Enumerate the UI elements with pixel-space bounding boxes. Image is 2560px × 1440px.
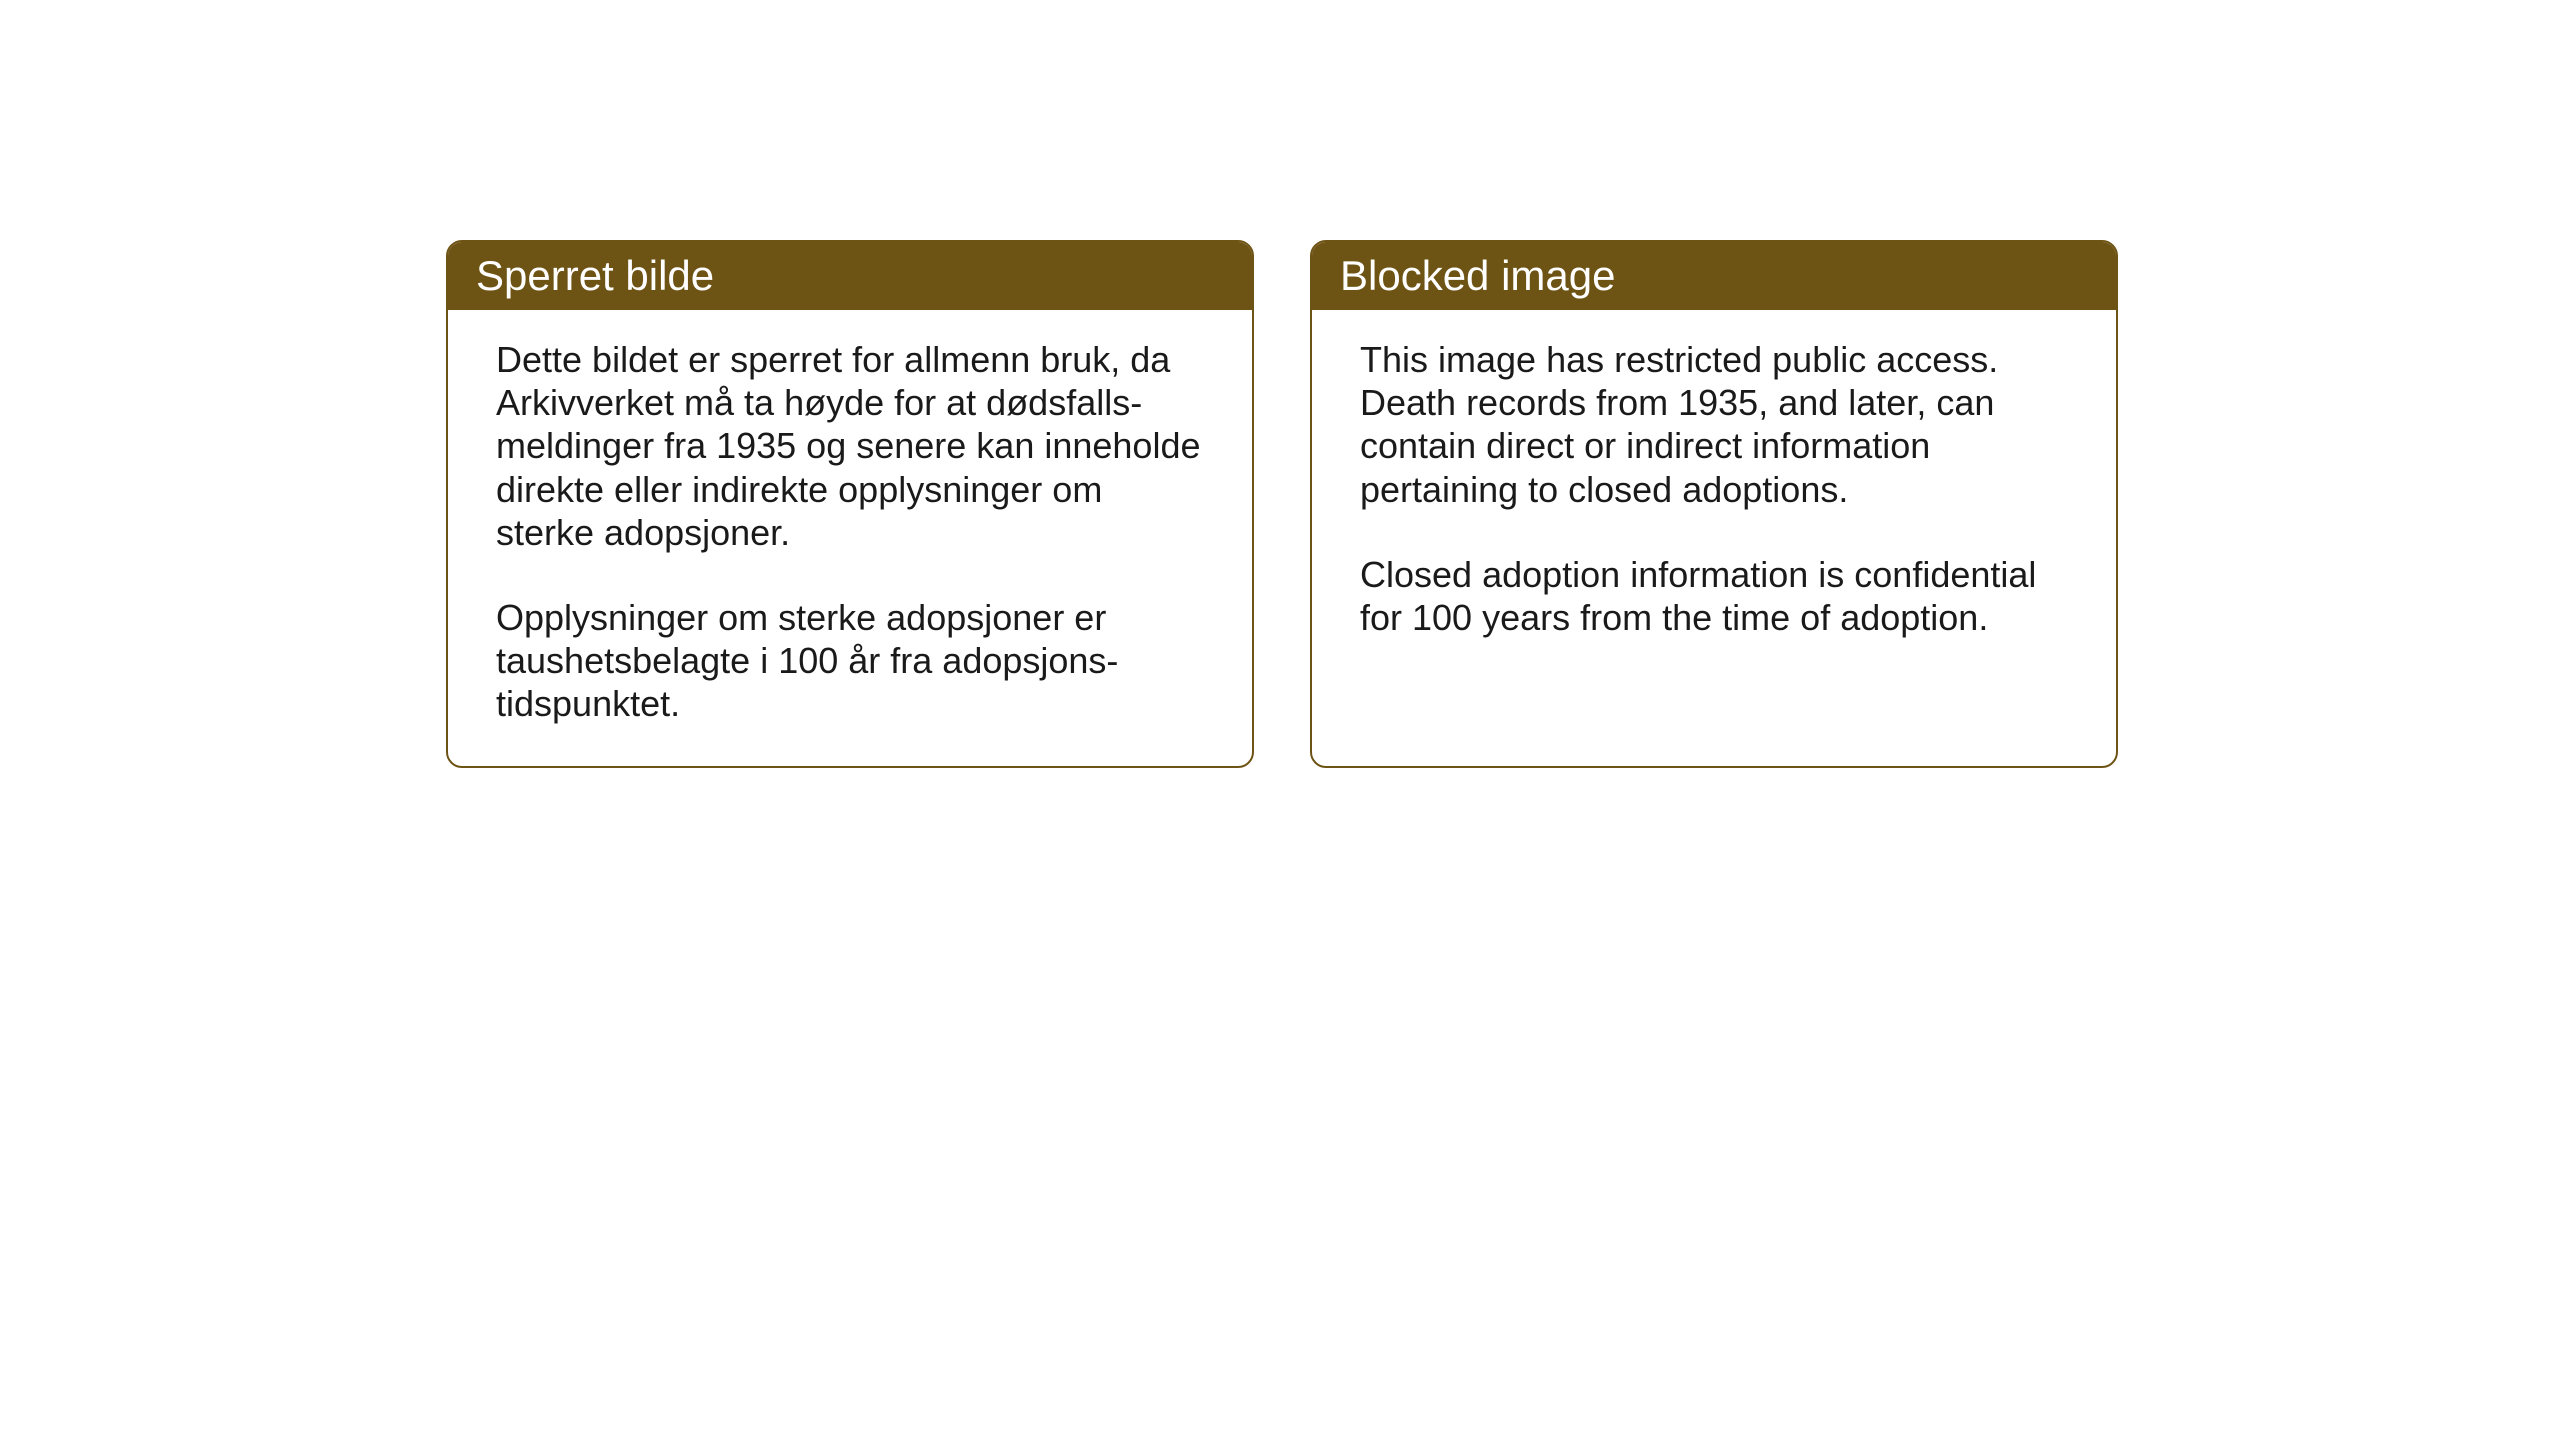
card-paragraph: This image has restricted public access.… <box>1360 338 2068 511</box>
card-body-norwegian: Dette bildet er sperret for allmenn bruk… <box>448 310 1252 766</box>
card-paragraph: Opplysninger om sterke adopsjoner er tau… <box>496 596 1204 726</box>
card-paragraph: Dette bildet er sperret for allmenn bruk… <box>496 338 1204 554</box>
card-header-english: Blocked image <box>1312 242 2116 310</box>
notice-card-norwegian: Sperret bilde Dette bildet er sperret fo… <box>446 240 1254 768</box>
card-header-norwegian: Sperret bilde <box>448 242 1252 310</box>
notice-container: Sperret bilde Dette bildet er sperret fo… <box>446 240 2118 768</box>
card-body-english: This image has restricted public access.… <box>1312 310 2116 750</box>
card-paragraph: Closed adoption information is confident… <box>1360 553 2068 639</box>
notice-card-english: Blocked image This image has restricted … <box>1310 240 2118 768</box>
